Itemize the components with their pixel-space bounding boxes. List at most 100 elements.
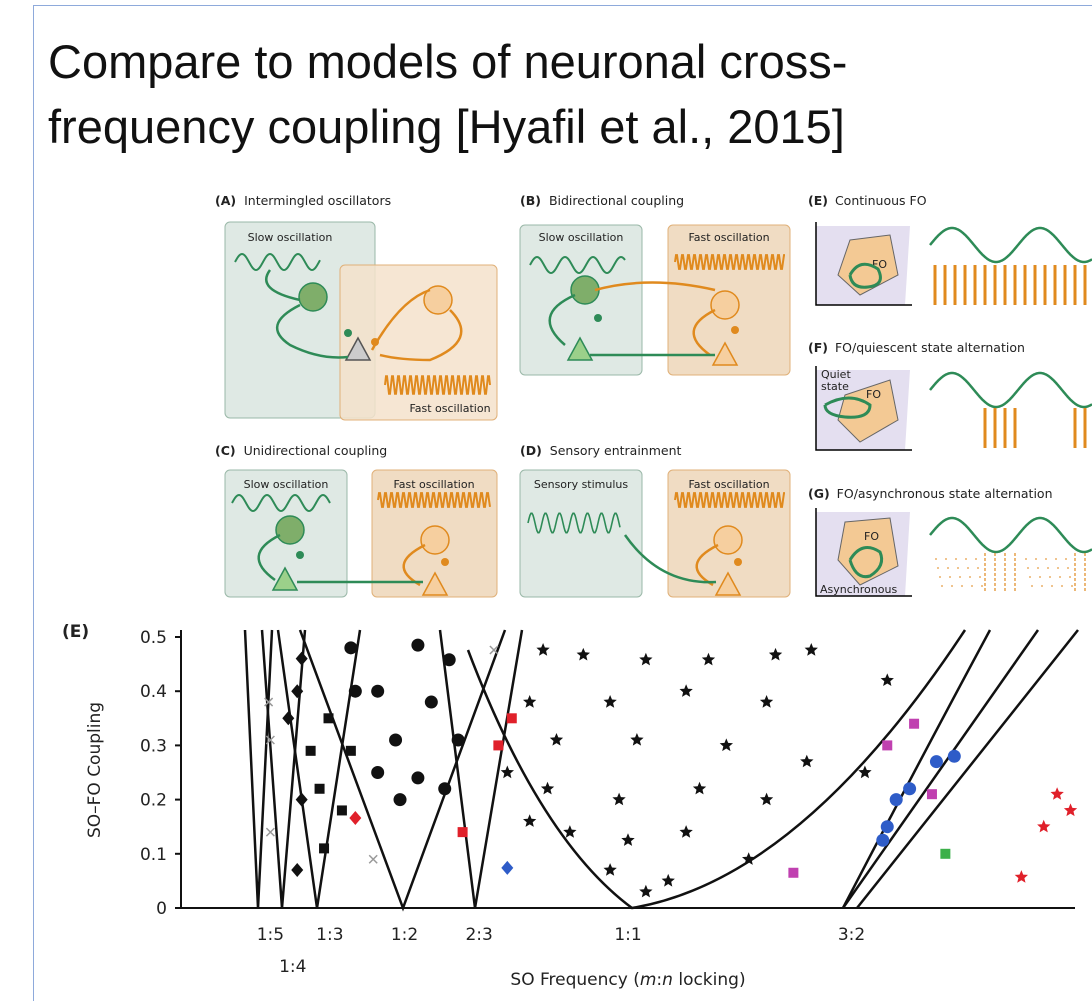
tongue-boundaries	[243, 629, 1079, 912]
panel-title: (D) Sensory entrainment	[520, 443, 682, 458]
data-point	[457, 827, 468, 838]
data-point	[639, 884, 653, 898]
data-point	[612, 792, 626, 806]
neuron	[298, 282, 328, 312]
data-point	[903, 782, 917, 796]
data-point	[291, 684, 304, 699]
neuron	[271, 566, 299, 591]
data-point	[305, 745, 316, 756]
panel-name: FO/quiescent state alternation	[835, 340, 1025, 355]
oscillation-trace	[929, 516, 1092, 554]
data-point	[1063, 803, 1078, 817]
panel-title: (E) Continuous FO	[808, 193, 927, 208]
panel-label: (A)	[215, 193, 236, 208]
x-tick-label: 1:2	[391, 925, 418, 945]
x-axis-label-part: locking)	[673, 970, 746, 990]
neuron	[421, 571, 449, 596]
data-point	[880, 673, 894, 686]
connection	[257, 533, 281, 582]
data-point	[630, 733, 644, 746]
x-tick-label: 1:3	[316, 925, 343, 945]
data-point	[719, 738, 733, 752]
connection	[594, 281, 716, 292]
y-tick-label: 0.1	[140, 845, 167, 865]
state-label: state	[821, 380, 849, 393]
data-point	[536, 643, 550, 656]
neuron	[344, 336, 372, 361]
x-axis-label: SO Frequency (m:n locking)	[510, 970, 745, 990]
data-point	[549, 733, 564, 746]
data-point	[344, 641, 358, 655]
neuron	[420, 525, 450, 555]
panel-label: (E)	[62, 622, 89, 642]
state-space: FO	[815, 222, 912, 306]
data-point	[679, 684, 693, 697]
synapse	[344, 329, 352, 337]
data-point	[788, 867, 799, 878]
data-point	[323, 713, 334, 724]
data-point	[451, 733, 465, 747]
data-point	[1037, 819, 1051, 833]
data-point	[540, 781, 555, 795]
box-label: Slow oscillation	[244, 478, 329, 491]
x-tick-label: 3:2	[838, 925, 865, 945]
data-point	[348, 684, 362, 698]
data-point	[926, 789, 937, 800]
panel-label: (F)	[808, 340, 828, 355]
data-point	[295, 792, 308, 807]
data-point	[701, 652, 716, 666]
data-point	[563, 825, 577, 838]
synapse	[594, 314, 602, 322]
panel-label: (D)	[520, 443, 542, 458]
connection	[275, 303, 349, 359]
y-tick-label: 0	[156, 899, 167, 919]
data-point	[500, 765, 514, 779]
panel-title: (F) FO/quiescent state alternation	[808, 340, 1025, 355]
data-point	[940, 848, 951, 859]
data-point	[265, 827, 275, 837]
panel-name: Bidirectional coupling	[549, 193, 684, 208]
panel-title: (G) FO/asynchronous state alternation	[808, 486, 1053, 501]
data-point	[424, 695, 438, 709]
slide-title: frequency coupling [Hyafil et al., 2015]	[48, 100, 845, 153]
data-point	[349, 811, 362, 826]
data-point	[759, 792, 774, 806]
synapse	[441, 558, 449, 566]
oscillation-trace	[529, 255, 626, 275]
panel-box	[339, 264, 498, 421]
data-point	[759, 695, 774, 708]
data-point	[742, 852, 756, 865]
data-point	[523, 695, 537, 708]
y-tick-label: 0.3	[140, 736, 167, 756]
synapse	[296, 551, 304, 559]
y-tick-label: 0.2	[140, 791, 167, 811]
box-label: Fast oscillation	[688, 478, 769, 491]
connection	[265, 269, 301, 302]
data-point	[489, 645, 499, 655]
data-point	[336, 805, 347, 816]
x-axis-label-part: n	[662, 970, 673, 990]
panel-label: (B)	[520, 193, 541, 208]
box-label: Sensory stimulus	[534, 478, 629, 491]
data-point	[1014, 870, 1028, 883]
connection	[692, 308, 716, 357]
neuron	[710, 290, 740, 320]
connection	[379, 309, 463, 362]
data-point	[265, 735, 275, 745]
oscillation-trace	[527, 512, 621, 534]
data-point	[368, 854, 378, 864]
connection	[548, 293, 576, 346]
x-tick-label: 1:5	[257, 925, 284, 945]
state-space: Quiet state FO	[815, 366, 912, 451]
x-axis-label-part: m	[640, 970, 657, 990]
data-point	[319, 843, 330, 854]
data-point	[621, 833, 635, 846]
neuron	[275, 515, 305, 545]
neuron	[423, 285, 453, 315]
y-tick-label: 0.4	[140, 682, 167, 702]
neuron	[711, 341, 739, 366]
neuron	[713, 525, 743, 555]
data-point	[661, 873, 675, 887]
data-point	[929, 755, 943, 769]
x-tick-label: 1:4	[279, 957, 306, 977]
